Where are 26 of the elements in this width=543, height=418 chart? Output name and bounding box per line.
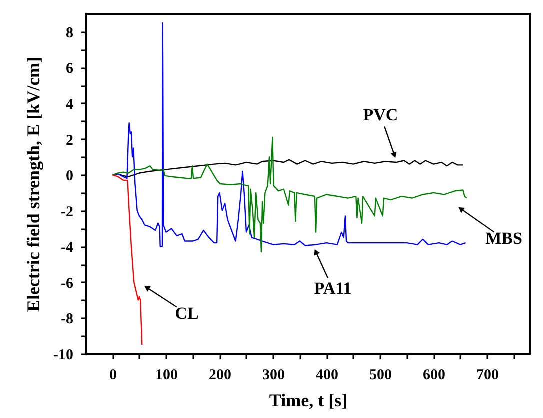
x-axis-title: Time, t [s] bbox=[269, 390, 348, 410]
y-tick-label: -4 bbox=[61, 240, 74, 256]
x-tick-label: 0 bbox=[109, 368, 117, 384]
y-tick-label: 2 bbox=[66, 132, 74, 149]
annotation: PA11 bbox=[314, 279, 352, 298]
x-tick-label: 300 bbox=[262, 368, 285, 384]
y-tick-label: 6 bbox=[66, 61, 74, 78]
y-tick-label: -10 bbox=[54, 348, 74, 364]
annotation: PVC bbox=[363, 105, 398, 124]
x-tick-label: 600 bbox=[422, 368, 446, 384]
x-tick-label: 200 bbox=[208, 368, 232, 384]
y-tick-label: -2 bbox=[61, 204, 74, 220]
y-tick-label: 0 bbox=[66, 168, 74, 185]
y-tick-label: 8 bbox=[66, 25, 74, 42]
y-tick-label: -8 bbox=[61, 312, 74, 328]
line-series bbox=[112, 174, 143, 346]
x-tick-label: 400 bbox=[316, 368, 338, 384]
x-tick-label: 700 bbox=[476, 368, 499, 384]
y-tick-label: -6 bbox=[61, 276, 74, 292]
x-tick-label: 100 bbox=[155, 368, 178, 384]
y-tick-label: 4 bbox=[66, 96, 74, 113]
line-series bbox=[112, 136, 468, 253]
x-tick-label: 500 bbox=[369, 368, 392, 384]
y-axis-title: Electric field strength, E [kV/cm] bbox=[24, 56, 44, 312]
annotation: MBS bbox=[486, 229, 522, 248]
annotation: CL bbox=[175, 304, 199, 323]
